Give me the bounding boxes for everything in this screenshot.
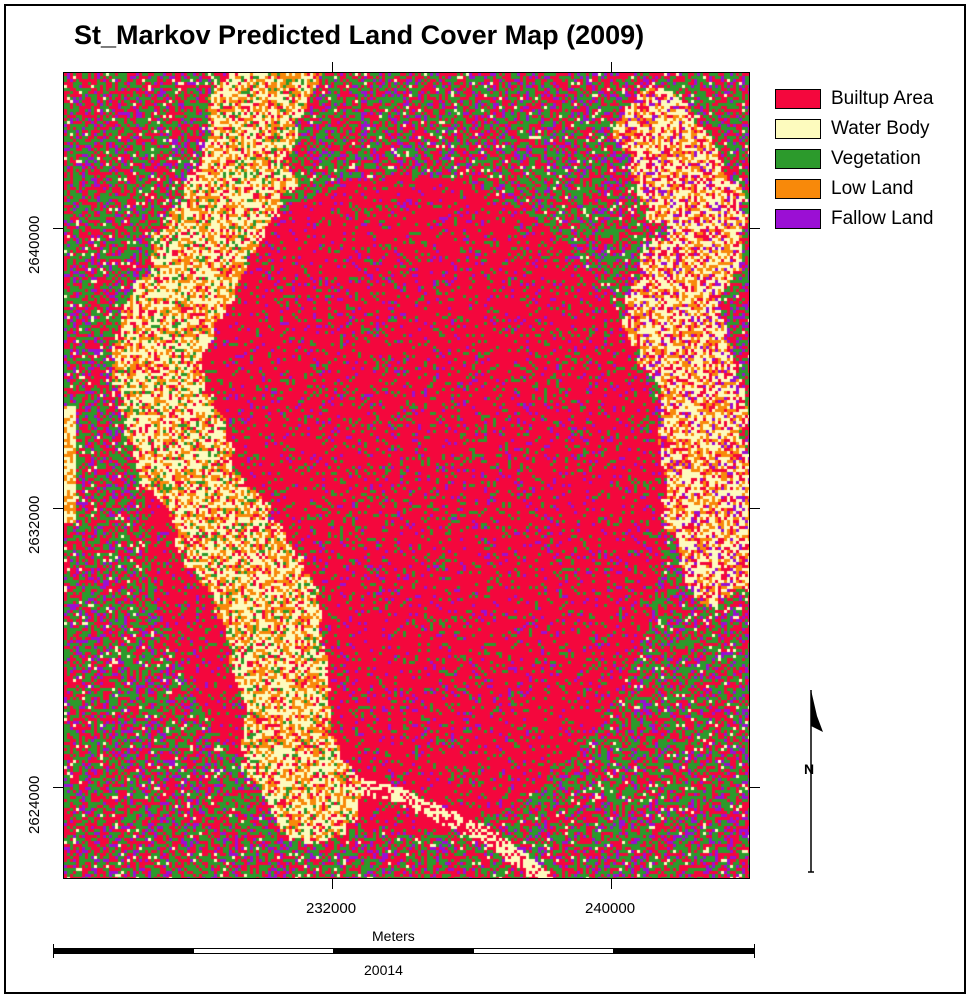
scale-segment [473,948,614,954]
legend-label: Low Land [831,178,914,199]
x-tick-top-1 [332,62,333,72]
y-tick-right-3 [750,787,760,788]
y-tick-left-2 [53,508,63,509]
scale-segment [333,948,474,954]
scale-units-label: Meters [372,928,415,944]
legend-swatch [775,209,821,229]
scale-distance-label: 20014 [364,962,403,978]
x-tick-top-2 [611,62,612,72]
y-tick-right-2 [750,508,760,509]
y-tick-label: 2632000 [26,495,43,554]
legend: Builtup Area Water Body Vegetation Low L… [775,84,933,234]
legend-label: Water Body [831,118,930,139]
y-tick-label: 2640000 [26,215,43,274]
north-letter: N [804,761,814,777]
legend-label: Vegetation [831,148,921,169]
legend-label: Builtup Area [831,88,934,109]
legend-swatch [775,119,821,139]
land-cover-raster [64,73,749,878]
y-tick-right-1 [750,228,760,229]
scale-bar [53,944,755,960]
scale-segment [613,948,755,954]
legend-item-lowland: Low Land [775,174,933,204]
y-tick-left-3 [53,787,63,788]
scale-segment [53,948,194,954]
land-cover-map [63,72,750,879]
x-tick-bottom-2 [611,879,612,889]
legend-item-vegetation: Vegetation [775,144,933,174]
legend-item-builtup: Builtup Area [775,84,933,114]
north-arrow-icon: N [804,690,823,873]
y-tick-left-1 [53,228,63,229]
x-tick-label: 232000 [306,900,357,917]
y-tick-label: 2624000 [26,775,43,834]
legend-swatch [775,89,821,109]
map-title: St_Markov Predicted Land Cover Map (2009… [74,20,645,50]
legend-item-water: Water Body [775,114,933,144]
legend-label: Fallow Land [831,208,934,229]
scale-end-tick [53,944,54,958]
legend-swatch [775,179,821,199]
legend-item-fallow: Fallow Land [775,204,933,234]
x-tick-bottom-1 [332,879,333,889]
legend-swatch [775,149,821,169]
scale-segment [193,948,334,954]
x-tick-label: 240000 [585,900,636,917]
scale-end-tick [754,944,755,958]
